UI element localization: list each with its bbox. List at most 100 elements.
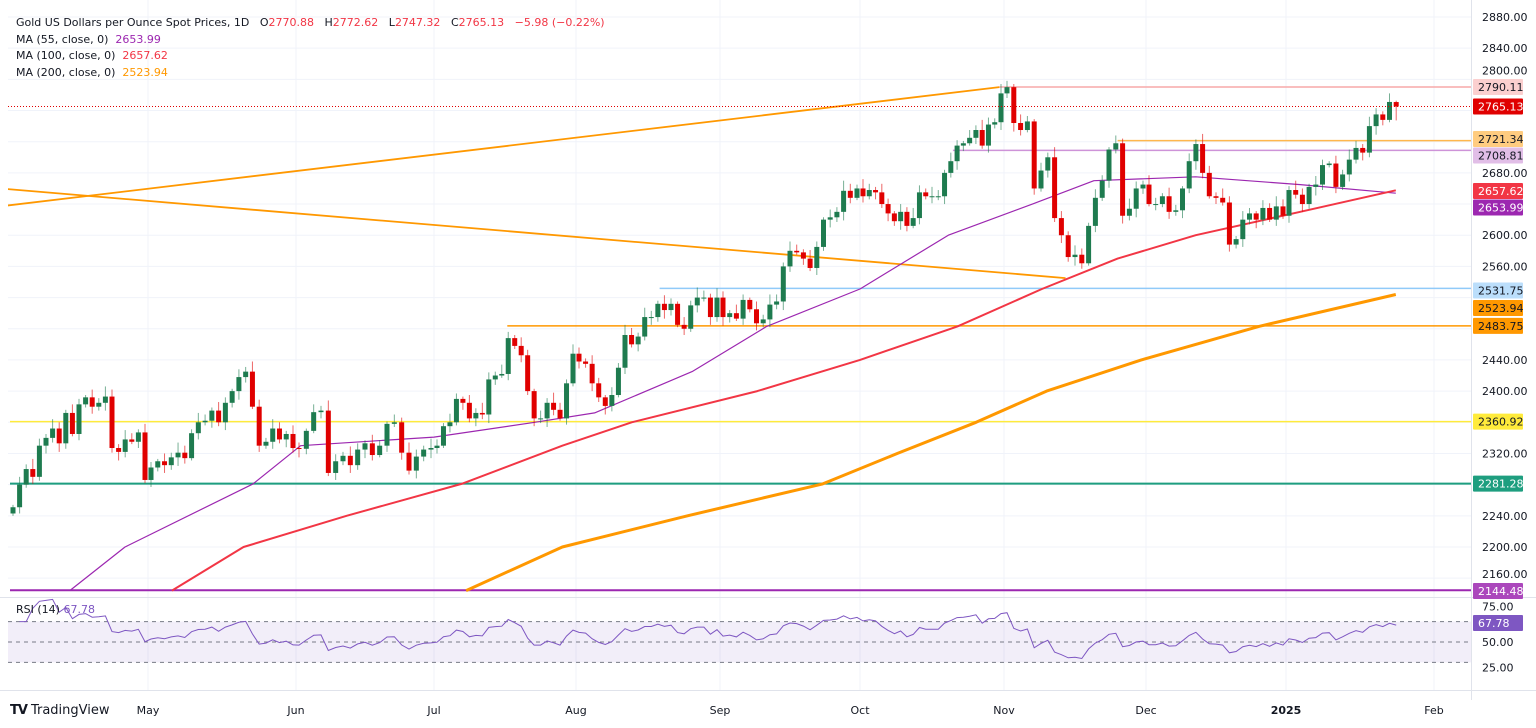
ma100-legend[interactable]: MA (100, close, 0) 2657.62 [16, 48, 605, 65]
candle-body [774, 301, 780, 305]
ma55-legend[interactable]: MA (55, close, 0) 2653.99 [16, 32, 605, 49]
chart-legend: Gold US Dollars per Ounce Spot Prices, 1… [16, 15, 605, 81]
candle-body [992, 122, 998, 125]
candle-body [960, 143, 966, 146]
candle-body [512, 338, 518, 346]
candle-body [551, 402, 557, 410]
ma55-value: 2653.99 [115, 32, 161, 46]
candle-body [406, 452, 412, 471]
candle-body [1286, 190, 1292, 216]
candle-body [1260, 207, 1266, 220]
candle-body [998, 93, 1004, 123]
candle-body [447, 422, 453, 427]
candle-body [76, 404, 82, 434]
candle-body [1011, 87, 1017, 123]
main-pane[interactable] [0, 80, 1471, 592]
candle-body [347, 455, 353, 466]
candle-body [668, 303, 674, 311]
ma200-value: 2523.94 [122, 65, 168, 79]
candle-body [83, 397, 89, 405]
ma100-value: 2657.62 [122, 49, 168, 62]
candle-body [1346, 159, 1352, 175]
candle-body [290, 433, 296, 449]
candle-body [827, 217, 833, 220]
symbol-title: Gold US Dollars per Ounce Spot Prices, 1… [16, 16, 250, 29]
level-price-tag: 2360.92 [1478, 416, 1524, 429]
candle-body [1226, 202, 1232, 245]
candle-body [1038, 170, 1044, 189]
candle-body [1153, 204, 1159, 206]
rsi-legend[interactable]: RSI (14) 67.78 [16, 603, 95, 616]
rsi-tick-label: 50.00 [1482, 636, 1514, 649]
candle-body [754, 309, 759, 324]
ma200-label: MA (200, close, 0) [16, 65, 116, 79]
candle-body [466, 402, 472, 419]
candle-body [935, 196, 941, 198]
rsi-pane[interactable] [8, 598, 1471, 663]
candle-body [23, 469, 29, 485]
time-tick-label: 2025 [1271, 704, 1302, 717]
candle-body [340, 455, 346, 462]
candle-body [1247, 213, 1252, 220]
ma55-price-tag: 2653.99 [1478, 202, 1524, 215]
candle-body [30, 469, 36, 477]
candle-body [787, 250, 793, 267]
candle-body [175, 452, 181, 458]
candle-body [1393, 102, 1399, 107]
candle-body [1045, 157, 1051, 171]
candle-body [1340, 174, 1346, 187]
candle-body [794, 250, 800, 253]
price-tick-label: 2400.00 [1482, 385, 1528, 398]
candle-body [814, 246, 820, 268]
ma100-price-tag: 2657.62 [1478, 185, 1524, 198]
time-axis[interactable]: May Jun Jul Aug Sep Oct Nov Dec 2025 Feb [137, 704, 1444, 717]
candle-body [954, 145, 960, 162]
candle-body [69, 412, 75, 434]
candle-body [622, 334, 628, 368]
candle-body [1092, 197, 1098, 226]
candle-body [116, 448, 122, 452]
candle-body [1180, 188, 1185, 211]
candle-body [807, 258, 813, 268]
candle-body [421, 449, 427, 457]
time-tick-label: Jul [426, 704, 440, 717]
moving-average-line [171, 189, 1397, 592]
candle-body [589, 363, 595, 384]
candle-body [492, 375, 498, 380]
candle-body [1106, 149, 1112, 181]
low-value: 2747.32 [394, 16, 441, 29]
candle-body [544, 402, 550, 419]
candle-body [727, 313, 733, 318]
ma100-label: MA (100, close, 0) [16, 49, 116, 62]
candle-body [821, 219, 826, 247]
candle-body [531, 391, 537, 419]
candle-body [1018, 122, 1024, 131]
tradingview-logo[interactable]: TV TradingView [10, 703, 109, 718]
ma200-legend[interactable]: MA (200, close, 0) 2523.94 [16, 65, 605, 82]
candle-body [182, 452, 188, 459]
candle-body [1140, 184, 1146, 189]
candle-body [583, 361, 589, 364]
price-axis[interactable]: 2880.00 2840.00 2800.00 2680.00 2600.00 2560.… [1473, 11, 1528, 675]
candle-body [1213, 196, 1219, 198]
candle-body [747, 299, 753, 310]
tradingview-brand: TradingView [30, 703, 110, 718]
candle-body [36, 445, 42, 477]
candle-body [222, 402, 228, 423]
candle-body [413, 456, 419, 471]
time-tick-label: Sep [710, 704, 731, 717]
candle-body [967, 137, 973, 144]
close-label: C [450, 16, 459, 29]
candle-body [56, 428, 62, 444]
candle-body [142, 432, 148, 480]
candle-body [866, 190, 872, 197]
candle-body [43, 437, 49, 446]
time-tick-label: Feb [1424, 704, 1443, 717]
candle-body [688, 305, 694, 329]
candle-body [1206, 172, 1212, 197]
candle-body [648, 317, 654, 319]
candle-body [1200, 144, 1206, 173]
candle-body [486, 379, 492, 415]
candle-body [1072, 254, 1078, 258]
